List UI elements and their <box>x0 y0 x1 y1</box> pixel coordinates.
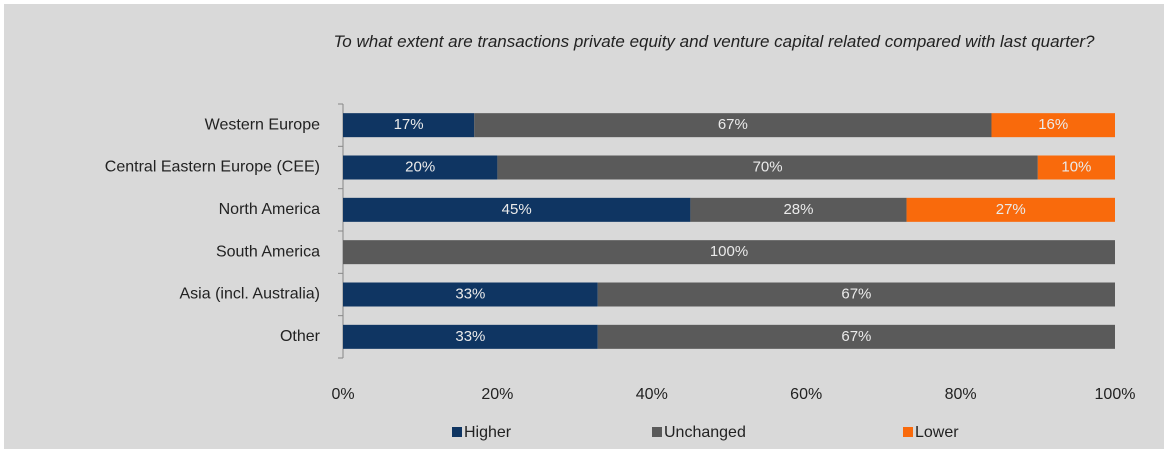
bar-segment <box>343 155 498 180</box>
data-label: 10% <box>1061 158 1091 175</box>
legend-label: Unchanged <box>664 424 746 441</box>
data-label: 17% <box>394 116 424 133</box>
bar-segment <box>343 324 598 349</box>
legend-swatch <box>903 427 913 437</box>
bar-segment <box>343 113 475 138</box>
x-tick-label: 80% <box>945 386 977 403</box>
data-label: 27% <box>996 201 1026 218</box>
data-label: 28% <box>783 201 813 218</box>
chart-background <box>4 4 1164 449</box>
data-label: 45% <box>502 201 532 218</box>
category-label: Asia (incl. Australia) <box>180 286 321 303</box>
legend-label: Lower <box>915 424 959 441</box>
category-label: North America <box>219 201 320 218</box>
bar-segment <box>474 113 992 138</box>
x-tick-label: 100% <box>1095 386 1136 403</box>
category-label: Other <box>280 328 321 345</box>
data-label: 16% <box>1038 116 1068 133</box>
data-label: 67% <box>841 285 871 302</box>
bar-segment <box>597 282 1115 307</box>
data-label: 33% <box>455 328 485 345</box>
legend-swatch <box>452 427 462 437</box>
bar-segment <box>906 197 1115 222</box>
bar-segment <box>597 324 1115 349</box>
bar-segment <box>497 155 1038 180</box>
data-label: 20% <box>405 158 435 175</box>
data-label: 33% <box>455 285 485 302</box>
x-tick-label: 20% <box>481 386 513 403</box>
data-label: 67% <box>718 116 748 133</box>
category-label: South America <box>216 243 320 260</box>
bar-segment <box>343 240 1115 265</box>
x-tick-label: 60% <box>790 386 822 403</box>
x-tick-label: 0% <box>331 386 354 403</box>
data-label: 100% <box>710 243 748 260</box>
x-tick-label: 40% <box>636 386 668 403</box>
bar-segment <box>343 197 691 222</box>
bar-segment <box>1037 155 1115 180</box>
data-label: 67% <box>841 328 871 345</box>
category-label: Central Eastern Europe (CEE) <box>105 159 320 176</box>
bar-segment <box>690 197 907 222</box>
legend-swatch <box>652 427 662 437</box>
category-label: Western Europe <box>205 116 320 133</box>
data-label: 70% <box>753 158 783 175</box>
chart-title: To what extent are transactions private … <box>333 32 1095 51</box>
bar-segment <box>343 282 598 307</box>
bar-segment <box>991 113 1115 138</box>
legend-label: Higher <box>464 424 512 441</box>
